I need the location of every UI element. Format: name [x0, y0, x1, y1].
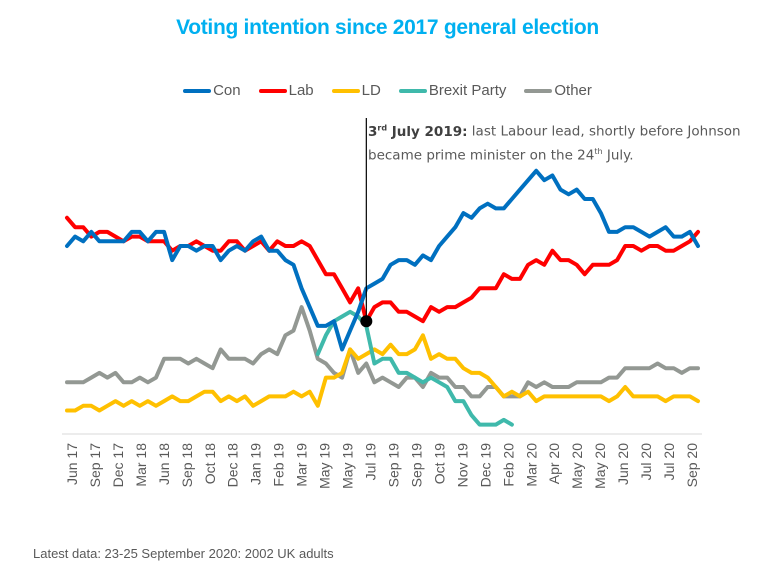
- legend-item-other: Other: [524, 82, 592, 99]
- x-tick-label: Oct 19: [431, 443, 447, 484]
- annotation-line-1: 3rd July 2019: last Labour lead, shortly…: [368, 118, 741, 142]
- x-tick-label: May 20: [569, 443, 585, 489]
- x-tick-label: Jul 19: [363, 443, 379, 481]
- x-tick-label: Feb 19: [271, 443, 287, 487]
- annotation-date-day: 3: [368, 123, 378, 140]
- x-tick-label: Sep 19: [386, 443, 402, 488]
- x-tick-label: Jan 19: [248, 443, 264, 485]
- x-tick-label: Sep 18: [179, 443, 195, 488]
- annotation-text-2-sup: th: [594, 146, 603, 156]
- chart-title: Voting intention since 2017 general elec…: [176, 16, 599, 39]
- x-tick-label: Dec 19: [477, 443, 493, 488]
- x-tick-label: May 20: [592, 443, 608, 489]
- x-tick-label: Oct 18: [202, 443, 218, 484]
- legend-item-lab: Lab: [258, 82, 314, 99]
- x-tick-label: Jun 18: [156, 443, 172, 485]
- legend-item-con: Con: [183, 82, 241, 99]
- annotation-text: 3rd July 2019: last Labour lead, shortly…: [368, 118, 741, 165]
- legend-swatch-other: [524, 88, 553, 93]
- x-tick-label: Sep 19: [408, 443, 424, 488]
- series-line-ld: [65, 333, 700, 413]
- legend-swatch-con: [183, 88, 212, 93]
- series-line-other: [65, 305, 700, 399]
- x-tick-label: Sep 17: [87, 443, 103, 488]
- x-tick-label: Jul 20: [638, 443, 654, 481]
- x-tick-label: Feb 20: [500, 443, 516, 487]
- annotation-text-2b: July.: [602, 147, 634, 163]
- series-line-con: [65, 168, 700, 352]
- x-tick-label: Apr 20: [546, 443, 562, 484]
- legend-item-brexit: Brexit Party: [398, 82, 507, 99]
- legend-label-other: Other: [554, 82, 592, 99]
- legend: Con Lab LD Brexit Party Other: [0, 82, 775, 99]
- legend-label-lab: Lab: [288, 82, 314, 99]
- legend-swatch-lab: [258, 88, 287, 93]
- legend-swatch-ld: [331, 88, 360, 93]
- x-tick-label: Mar 19: [294, 443, 310, 487]
- footnote: Latest data: 23-25 September 2020: 2002 …: [33, 546, 334, 561]
- series-line-brexit-party: [315, 309, 514, 427]
- x-tick-label: Jun 20: [615, 443, 631, 485]
- x-tick-label: Dec 18: [225, 443, 241, 488]
- legend-label-con: Con: [213, 82, 241, 99]
- legend-label-ld: LD: [361, 82, 381, 99]
- x-tick-label: Jul 20: [661, 443, 677, 481]
- x-tick-label: Mar 20: [523, 443, 539, 487]
- series-line-lab: [65, 215, 700, 324]
- x-tick-label: May 19: [317, 443, 333, 489]
- x-tick-label: May 19: [340, 443, 356, 489]
- legend-swatch-brexit: [398, 88, 427, 93]
- x-tick-label: Jun 17: [64, 443, 80, 485]
- x-tick-label: Nov 19: [454, 443, 470, 488]
- legend-item-ld: LD: [331, 82, 381, 99]
- annotation-marker: [360, 315, 373, 328]
- annotation-line-2: became prime minister on the 24th July.: [368, 142, 741, 166]
- x-tick-label: Mar 18: [133, 443, 149, 487]
- x-tick-label: Dec 17: [110, 443, 126, 488]
- x-tick-label: Sep 20: [684, 443, 700, 488]
- annotation-text-2a: became prime minister on the 24: [368, 147, 595, 163]
- annotation-text-1: last Labour lead, shortly before Johnson: [467, 123, 741, 140]
- annotation-date-rest: July 2019:: [387, 123, 468, 140]
- annotation-date-suffix: rd: [377, 123, 388, 132]
- legend-label-brexit: Brexit Party: [428, 82, 507, 99]
